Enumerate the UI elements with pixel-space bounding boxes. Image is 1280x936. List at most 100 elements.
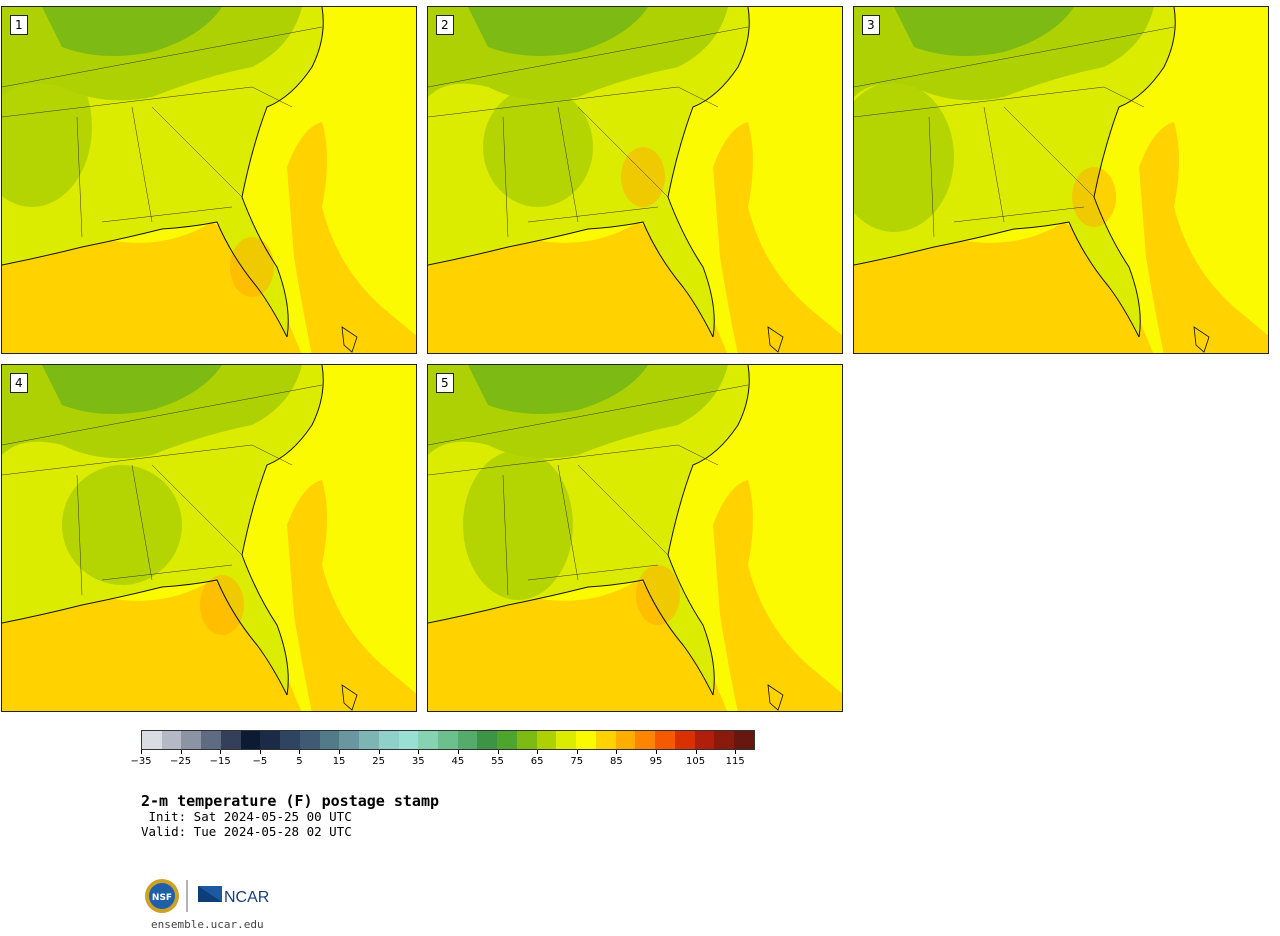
gulf-coastline xyxy=(428,579,714,696)
island-outline xyxy=(1193,326,1210,353)
colorbar-swatch xyxy=(161,731,182,749)
atlantic-warm-region xyxy=(1139,122,1268,353)
valid-time: Valid: Tue 2024-05-28 02 UTC xyxy=(141,824,352,839)
temperature-map xyxy=(854,7,1268,353)
map-panel-4: 4 xyxy=(1,364,417,712)
island-outline xyxy=(767,326,784,353)
colorbar-tick xyxy=(299,750,301,754)
gulf-region xyxy=(428,222,728,353)
cool-pocket xyxy=(62,465,182,585)
gulf-coastline xyxy=(2,579,288,696)
atlantic-coastline xyxy=(667,365,750,696)
colorbar-tick xyxy=(616,750,618,754)
colorbar-tick xyxy=(655,750,657,754)
colorbar-swatch xyxy=(615,731,636,749)
colorbar-tick xyxy=(220,750,222,754)
colorbar-swatch xyxy=(299,731,320,749)
colorbar-tick-label: −5 xyxy=(252,756,268,767)
colorbar-tick xyxy=(259,750,261,754)
colorbar-tick-label: 25 xyxy=(372,756,386,767)
colorbar-swatch xyxy=(576,731,596,749)
state-borders xyxy=(428,384,749,596)
gulf-region xyxy=(2,222,302,353)
ncar-logo: NCAR xyxy=(198,886,269,906)
atlantic-warm-region xyxy=(287,480,416,711)
colorbar-swatch xyxy=(457,731,478,749)
colorbar-tick-label: 75 xyxy=(570,756,584,767)
colorbar-tick-label: −35 xyxy=(130,756,152,767)
colorbar-swatch xyxy=(635,731,656,749)
colorbar-tick-label: 15 xyxy=(332,756,346,767)
colorbar-tick xyxy=(576,750,578,754)
colorbar-tick-label: −15 xyxy=(209,756,231,767)
colorbar-tick-label: 65 xyxy=(530,756,544,767)
colorbar xyxy=(141,730,755,750)
colorbar-tick xyxy=(378,750,380,754)
panel-label: 3 xyxy=(862,15,880,35)
colorbar-swatch xyxy=(674,731,695,749)
atlantic-coastline xyxy=(241,7,324,338)
colorbar-swatch xyxy=(694,731,715,749)
colorbar-tick xyxy=(537,750,539,754)
colorbar-ticks: −35 −25 −15 −5 5 15 25 35 45 55 65 75 85 95 105 115 xyxy=(130,750,755,770)
colorbar-swatch xyxy=(398,731,419,749)
site-url: ensemble.ucar.edu xyxy=(151,918,264,931)
state-borders xyxy=(854,26,1175,238)
colorbar-tick-label: 45 xyxy=(451,756,465,767)
colorbar-tick xyxy=(497,750,499,754)
cool-pocket xyxy=(2,47,92,207)
colorbar-swatch xyxy=(655,731,675,749)
colorbar-swatch xyxy=(418,731,439,749)
colorbar-tick xyxy=(457,750,459,754)
atlantic-coastline xyxy=(1093,7,1176,338)
island-outline xyxy=(341,684,358,711)
colorbar-swatch xyxy=(556,731,577,749)
colorbar-swatch xyxy=(220,731,241,749)
ncar-logo-text: NCAR xyxy=(224,889,269,906)
colorbar-tick-label: 55 xyxy=(491,756,504,767)
colorbar-swatch xyxy=(339,731,360,749)
colorbar-swatch xyxy=(378,731,399,749)
island-outline xyxy=(341,326,358,353)
colorbar-swatch xyxy=(142,731,162,749)
island-outline xyxy=(767,684,784,711)
colorbar-tick-label: −25 xyxy=(170,756,192,767)
state-borders xyxy=(2,26,323,238)
colorbar-tick xyxy=(180,750,182,754)
mountain-cool-region xyxy=(42,7,222,56)
mountain-cool-region xyxy=(42,365,222,414)
colorbar-swatch xyxy=(497,731,517,749)
colorbar-swatch xyxy=(438,731,458,749)
colorbar-swatch xyxy=(516,731,537,749)
gulf-region xyxy=(854,222,1154,353)
atlantic-coastline xyxy=(241,365,324,696)
colorbar-tick-label: 35 xyxy=(411,756,425,767)
colorbar-tick-label: 85 xyxy=(609,756,623,767)
nsf-logo: NSF xyxy=(145,879,179,913)
colorbar-swatch xyxy=(260,731,281,749)
map-panel-1: 1 xyxy=(1,6,417,354)
colorbar-swatch xyxy=(595,731,616,749)
colorbar-swatch xyxy=(319,731,340,749)
temperature-map xyxy=(428,365,842,711)
colorbar-tick xyxy=(695,750,697,754)
atlantic-warm-region xyxy=(713,480,842,711)
panel-label: 1 xyxy=(10,15,28,35)
mountain-cool-region xyxy=(468,7,648,56)
colorbar-swatch xyxy=(477,731,498,749)
atlantic-warm-region xyxy=(713,122,842,353)
colorbar-tick xyxy=(141,750,142,754)
logo-group: NSF NCAR xyxy=(145,879,269,913)
gulf-coastline xyxy=(2,221,288,338)
mountain-cool-region xyxy=(468,365,648,414)
colorbar-swatch xyxy=(280,731,300,749)
colorbar-swatch xyxy=(734,731,754,749)
colorbar-tick-label: 5 xyxy=(296,756,303,767)
colorbar-tick xyxy=(339,750,341,754)
temperature-map xyxy=(428,7,842,353)
cool-pocket xyxy=(483,87,593,207)
colorbar-tick xyxy=(418,750,420,754)
mountain-cool-region xyxy=(894,7,1074,56)
panel-label: 4 xyxy=(10,373,28,393)
gulf-coastline xyxy=(428,221,714,338)
